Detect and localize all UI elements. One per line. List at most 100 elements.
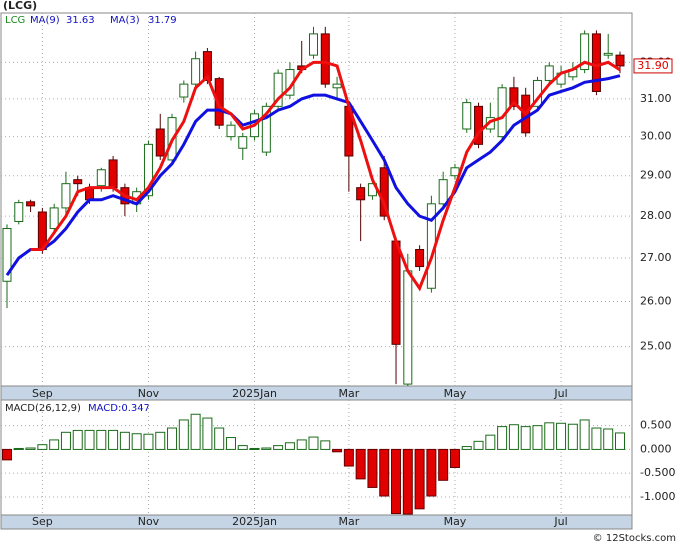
macd-bar <box>273 445 284 450</box>
candle-body <box>261 105 271 153</box>
macd-bar <box>603 428 614 450</box>
y-tick-label: 0.500 <box>640 419 672 432</box>
candle-body <box>391 240 401 345</box>
candle-body <box>143 143 153 197</box>
macd-bar <box>579 419 590 450</box>
macd-bar <box>473 440 484 450</box>
macd-bar <box>202 417 213 450</box>
macd-bar <box>119 431 130 450</box>
macd-bar <box>332 448 343 453</box>
macd-bar <box>508 424 519 450</box>
y-tick-label: 29.00 <box>640 169 672 182</box>
macd-bar <box>544 422 555 450</box>
macd-bar <box>296 439 307 450</box>
legend-value: 31.63 <box>66 15 95 26</box>
macd-bar <box>438 448 449 481</box>
candle-body <box>379 167 389 217</box>
macd-bar <box>591 427 602 450</box>
y-tick-label: 28.00 <box>640 209 672 222</box>
candle-body <box>214 78 224 126</box>
macd-bar <box>249 447 260 450</box>
macd-bar <box>343 448 354 467</box>
candle-body <box>509 87 519 107</box>
x-tick-label: Sep <box>32 387 53 400</box>
candle-body <box>96 169 106 187</box>
y-tick-label: -1.000 <box>640 490 675 503</box>
macd-bar <box>355 448 366 480</box>
macd-bar <box>108 429 119 450</box>
macd-bar <box>367 448 378 488</box>
last-price-box <box>633 58 673 74</box>
candle-body <box>179 83 189 98</box>
macd-bar <box>532 425 543 450</box>
macd-bar <box>308 436 319 450</box>
macd-bar <box>72 429 83 450</box>
last-price-label: 31.90 <box>637 59 669 72</box>
candle-body <box>615 54 625 67</box>
macd-bar <box>567 423 578 450</box>
macd-bar <box>60 431 71 450</box>
candle-body <box>191 58 201 85</box>
x-axis-band <box>0 514 633 530</box>
y-tick-label: 0.000 <box>640 442 672 455</box>
candle-body <box>26 201 36 207</box>
candle-body <box>332 83 342 89</box>
y-tick-label: 31.00 <box>640 92 672 105</box>
macd-bar <box>2 448 12 461</box>
macd-bar <box>320 440 331 450</box>
x-tick-label: Mar <box>338 515 359 528</box>
macd-bar <box>13 447 24 450</box>
ma-line <box>5 74 621 277</box>
x-tick-label: Jul <box>553 515 567 528</box>
macd-bar <box>497 426 508 450</box>
legend-symbol: LCG <box>5 15 25 26</box>
legend-value: 31.79 <box>148 15 177 26</box>
x-tick-label: May <box>444 387 467 400</box>
macd-panel <box>0 399 633 516</box>
candle-body <box>73 179 83 185</box>
macd-bar <box>190 413 201 450</box>
macd-bar <box>391 448 402 515</box>
macd-bar <box>167 427 178 450</box>
candle-body <box>591 33 601 92</box>
macd-bar <box>426 448 437 497</box>
candle-body <box>273 72 283 107</box>
x-tick-label: 2025Jan <box>232 515 277 528</box>
x-tick-label: Jul <box>553 387 567 400</box>
candle-body <box>2 228 12 282</box>
candle-body <box>238 136 248 149</box>
macd-bar <box>284 442 295 450</box>
candle-body <box>226 124 236 138</box>
candle-body <box>108 159 118 189</box>
candle-body <box>438 179 448 205</box>
x-tick-label: Mar <box>338 387 359 400</box>
macd-bar <box>402 448 413 515</box>
macd-bar <box>485 434 496 450</box>
macd-bar <box>84 429 95 450</box>
y-tick-label: 26.00 <box>640 294 672 307</box>
macd-bar <box>237 445 248 450</box>
candle-body <box>49 207 59 230</box>
macd-bar <box>96 429 107 450</box>
x-tick-label: Nov <box>138 387 160 400</box>
candle-body <box>474 105 484 145</box>
macd-bar <box>449 448 460 468</box>
ma-line <box>30 60 621 292</box>
y-tick-label: -0.500 <box>640 466 675 479</box>
macd-bar <box>615 432 625 450</box>
macd-bar <box>214 427 225 450</box>
candle-body <box>61 183 71 209</box>
macd-bar <box>37 444 48 450</box>
x-axis-band <box>0 385 633 401</box>
candle-body <box>309 33 318 56</box>
candle-body <box>580 33 590 71</box>
candle-body <box>544 65 554 81</box>
macd-bar <box>556 422 567 450</box>
x-tick-label: Sep <box>32 515 53 528</box>
macd-bar <box>414 448 425 510</box>
candle-body <box>320 33 330 85</box>
candle-body <box>603 52 613 56</box>
x-tick-label: May <box>444 515 467 528</box>
macd-value: MACD:0.347 <box>88 403 150 414</box>
